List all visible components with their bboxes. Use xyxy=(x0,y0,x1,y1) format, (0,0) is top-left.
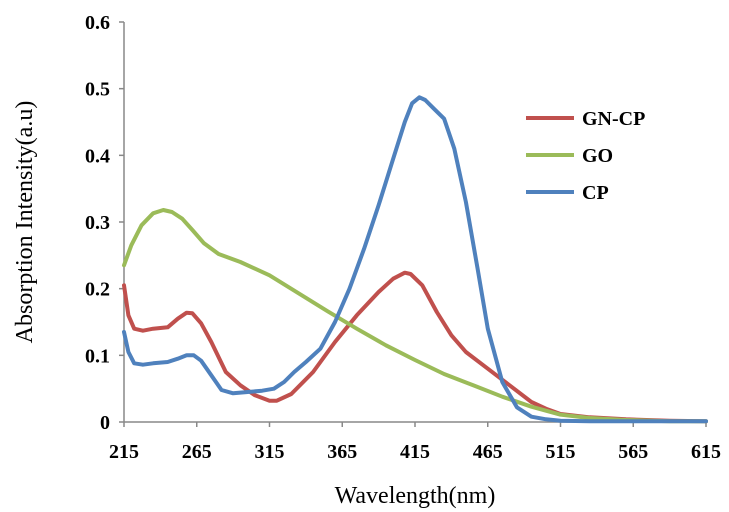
series-line-gn-cp xyxy=(122,270,708,424)
x-tick-label: 365 xyxy=(327,441,357,463)
x-tick-label: 415 xyxy=(400,441,430,463)
x-tick-label: 615 xyxy=(691,441,721,463)
legend-label: CP xyxy=(582,182,609,204)
y-tick-label: 0.4 xyxy=(85,145,110,167)
y-tick-label: 0.5 xyxy=(85,79,110,101)
series-line-cp xyxy=(122,95,708,424)
x-tick-label: 315 xyxy=(255,441,285,463)
y-axis-title: Absorption Intensity(a.u) xyxy=(12,101,38,344)
y-tick-labels: 0 0.1 0.2 0.3 0.4 0.5 0.6 xyxy=(85,12,124,434)
y-tick-label: 0.6 xyxy=(85,12,110,34)
x-axis-title: Wavelength(nm) xyxy=(335,483,496,509)
y-tick-label: 0.1 xyxy=(85,345,110,367)
x-tick-labels: 215 265 315 365 415 465 515 565 615 xyxy=(109,422,721,463)
legend-label: GN-CP xyxy=(582,108,645,130)
x-tick-label: 215 xyxy=(109,441,139,463)
y-tick-label: 0 xyxy=(100,412,110,434)
x-tick-label: 465 xyxy=(473,441,503,463)
legend: GN-CP GO CP xyxy=(526,108,645,204)
x-tick-label: 565 xyxy=(618,441,648,463)
y-tick-label: 0.2 xyxy=(85,279,110,301)
legend-label: GO xyxy=(582,145,613,167)
data-series xyxy=(122,95,708,424)
y-tick-label: 0.3 xyxy=(85,212,110,234)
x-tick-label: 515 xyxy=(546,441,576,463)
x-tick-label: 265 xyxy=(182,441,212,463)
series-line-go xyxy=(122,208,708,424)
